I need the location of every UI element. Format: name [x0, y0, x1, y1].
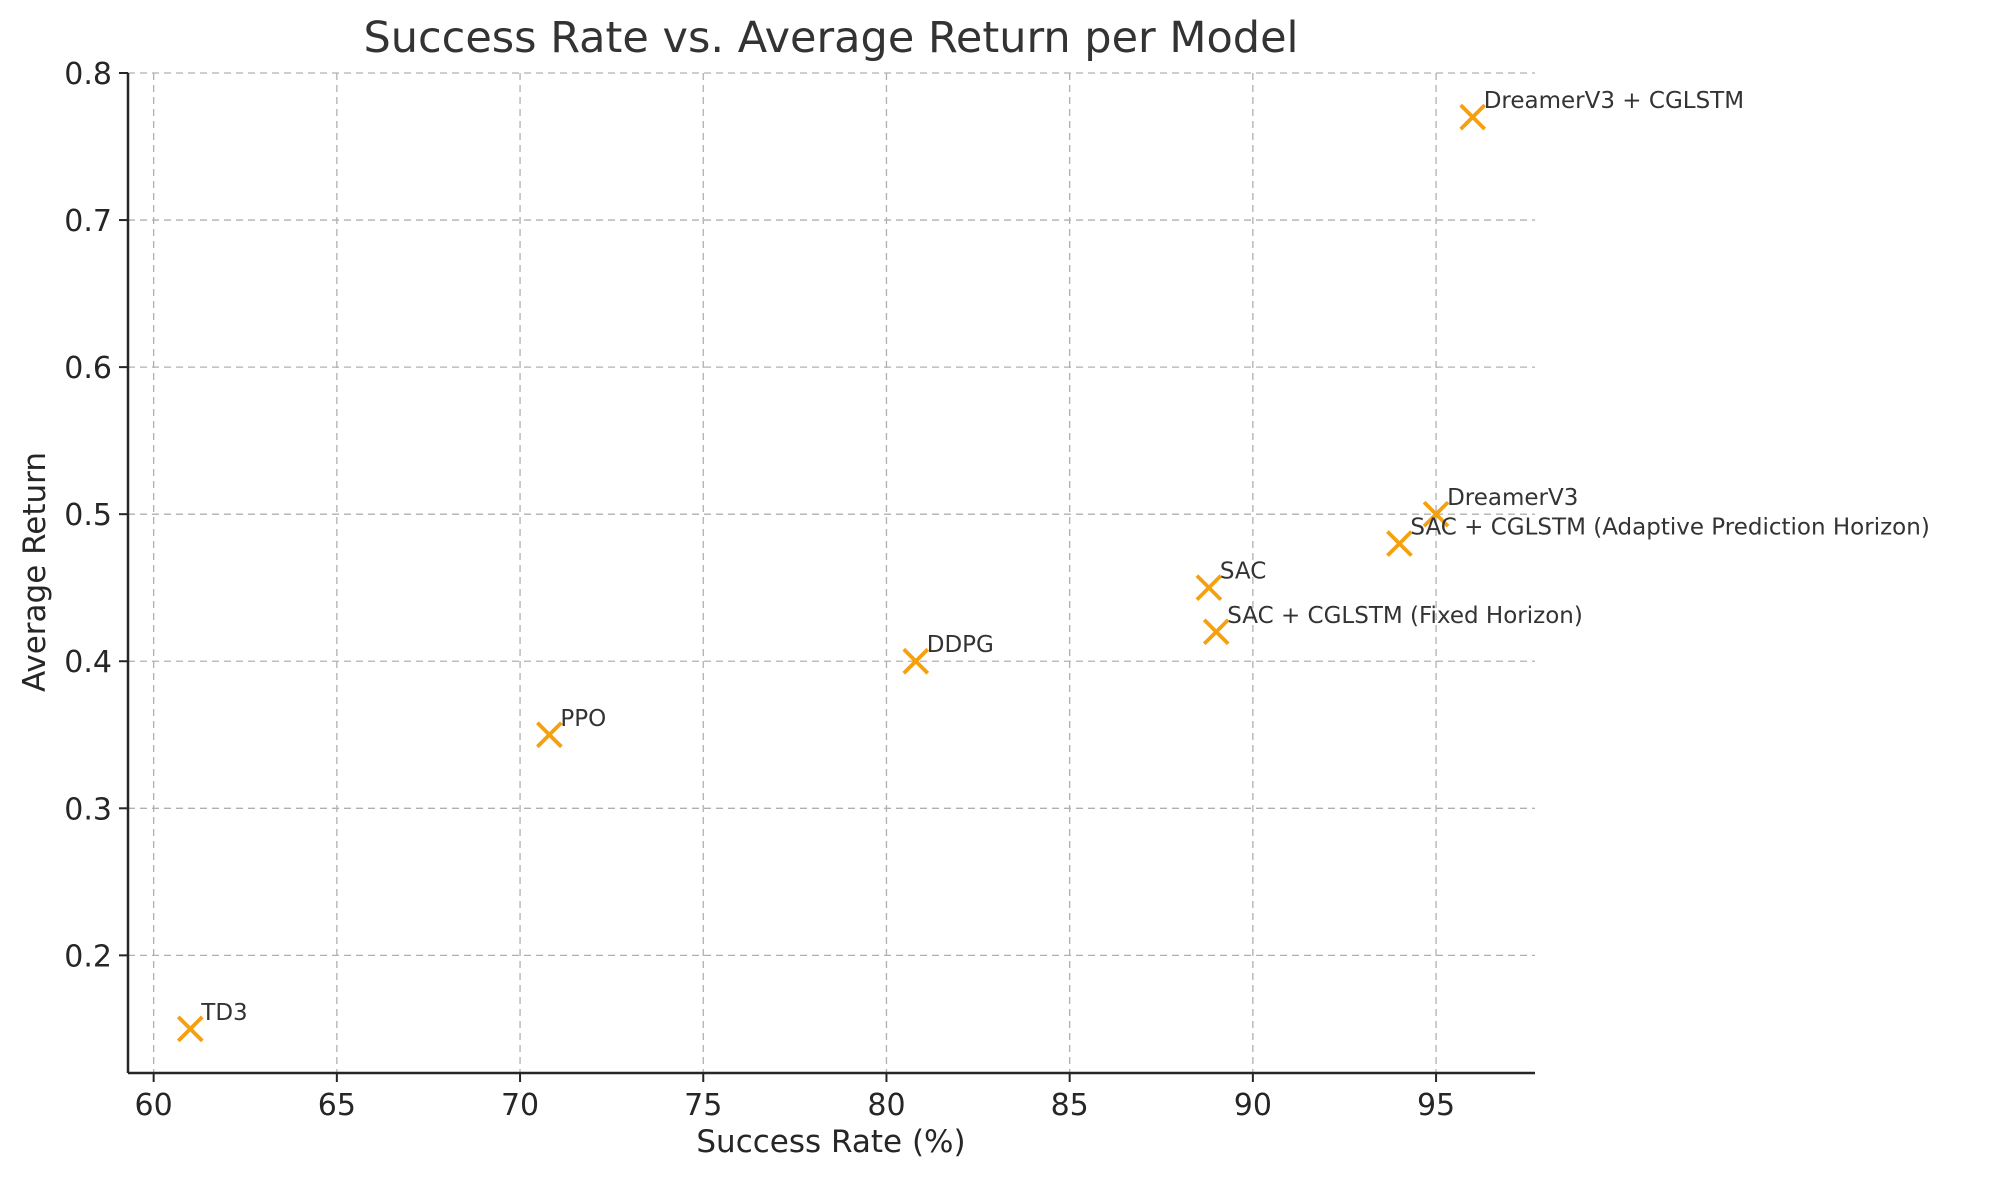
data-point-label: SAC + CGLSTM (Fixed Horizon) — [1227, 603, 1583, 629]
data-point-label: DreamerV3 — [1447, 485, 1578, 511]
x-tick-label: 65 — [318, 1088, 356, 1123]
y-tick-label: 0.8 — [64, 57, 112, 92]
y-tick-label: 0.7 — [64, 204, 112, 239]
x-tick-label: 95 — [1417, 1088, 1455, 1123]
data-point-label: DDPG — [927, 632, 994, 658]
data-point-marker — [176, 1015, 204, 1043]
data-point-label: PPO — [560, 706, 606, 732]
x-axis-title: Success Rate (%) — [696, 1124, 965, 1160]
data-point-marker — [1195, 574, 1223, 602]
data-point-marker — [536, 721, 563, 749]
y-tick-label: 0.4 — [64, 645, 112, 680]
y-tick-label: 0.5 — [64, 498, 112, 533]
point-labels: TD3 PPO DDPG SAC SAC + CGLSTM (Fixed Horizon… — [200, 88, 1930, 1026]
y-axis-title: Average Return — [17, 452, 53, 692]
grid-lines — [128, 72, 1535, 1073]
x-tick-label: 75 — [684, 1088, 722, 1123]
data-point-label: SAC + CGLSTM (Adaptive Prediction Horizo… — [1410, 515, 1929, 541]
x-tick-label: 60 — [135, 1088, 173, 1123]
x-tick-label: 70 — [501, 1088, 539, 1123]
axes — [126, 73, 1535, 1075]
data-point-marker — [902, 647, 930, 675]
data-point-marker — [1422, 500, 1450, 528]
tick-labels: 60 65 70 75 80 85 90 95 0.2 0.3 0.4 0.5 0.6 0.7 0.8 — [64, 57, 1455, 1123]
data-points — [176, 103, 1487, 1043]
x-tick-label: 85 — [1051, 1088, 1089, 1123]
data-point-marker — [1202, 618, 1230, 646]
chart-title: Success Rate vs. Average Return per Mode… — [363, 13, 1298, 63]
y-tick-label: 0.2 — [64, 939, 112, 974]
data-point-label: SAC — [1220, 559, 1266, 585]
data-point-marker — [1459, 103, 1487, 131]
x-tick-label: 80 — [867, 1088, 905, 1123]
x-tick-label: 90 — [1234, 1088, 1272, 1123]
y-tick-label: 0.6 — [64, 351, 112, 386]
data-point-label: DreamerV3 + CGLSTM — [1484, 88, 1744, 114]
data-point-marker — [1386, 530, 1413, 557]
y-tick-label: 0.3 — [64, 792, 112, 827]
data-point-label: TD3 — [200, 1000, 247, 1026]
